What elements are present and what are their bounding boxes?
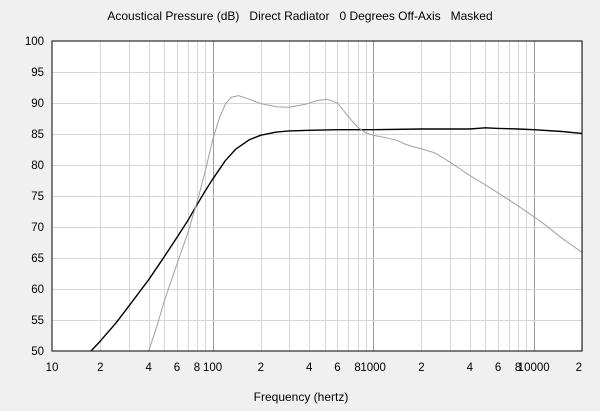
x-tick-label: 2 (97, 362, 103, 374)
y-tick-label: 100 (25, 36, 44, 48)
gridlines (52, 41, 583, 351)
x-tick-label: 10000 (518, 362, 550, 374)
y-tick-labels: 100 95 90 85 80 75 70 65 60 55 50 (25, 36, 44, 358)
x-axis-label: Frequency (hertz) (254, 390, 349, 404)
x-tick-label: 2 (418, 362, 424, 374)
y-tick-label: 65 (31, 253, 44, 265)
curves (90, 95, 583, 352)
y-tick-label: 85 (31, 129, 44, 141)
y-tick-label: 90 (31, 98, 44, 110)
x-tick-label: 8 (194, 362, 200, 374)
x-tick-label: 1000 (360, 362, 386, 374)
y-tick-label: 60 (31, 284, 44, 296)
x-tick-label: 8 (515, 362, 521, 374)
x-tick-label: 6 (495, 362, 501, 374)
y-tick-label: 70 (31, 222, 44, 234)
y-tick-label: 50 (31, 346, 44, 358)
y-tick-label: 80 (31, 160, 44, 172)
series-line-2 (148, 95, 583, 352)
y-tick-label: 75 (31, 191, 44, 203)
x-tick-label: 2 (258, 362, 264, 374)
x-tick-label: 4 (467, 362, 474, 374)
x-tick-label: 8 (354, 362, 360, 374)
y-tick-label: 95 (31, 67, 44, 79)
plot-border (51, 40, 583, 352)
chart-title: Acoustical Pressure (dB) Direct Radiator… (107, 9, 492, 23)
series-line-1 (90, 127, 583, 352)
x-tick-label: 2 (576, 362, 582, 374)
x-tick-label: 6 (334, 362, 340, 374)
x-tick-label: 6 (174, 362, 180, 374)
x-tick-label: 4 (145, 362, 152, 374)
x-tick-label: 10 (46, 362, 59, 374)
x-tick-label: 4 (306, 362, 313, 374)
y-tick-label: 55 (31, 315, 44, 327)
x-tick-label: 100 (203, 362, 222, 374)
